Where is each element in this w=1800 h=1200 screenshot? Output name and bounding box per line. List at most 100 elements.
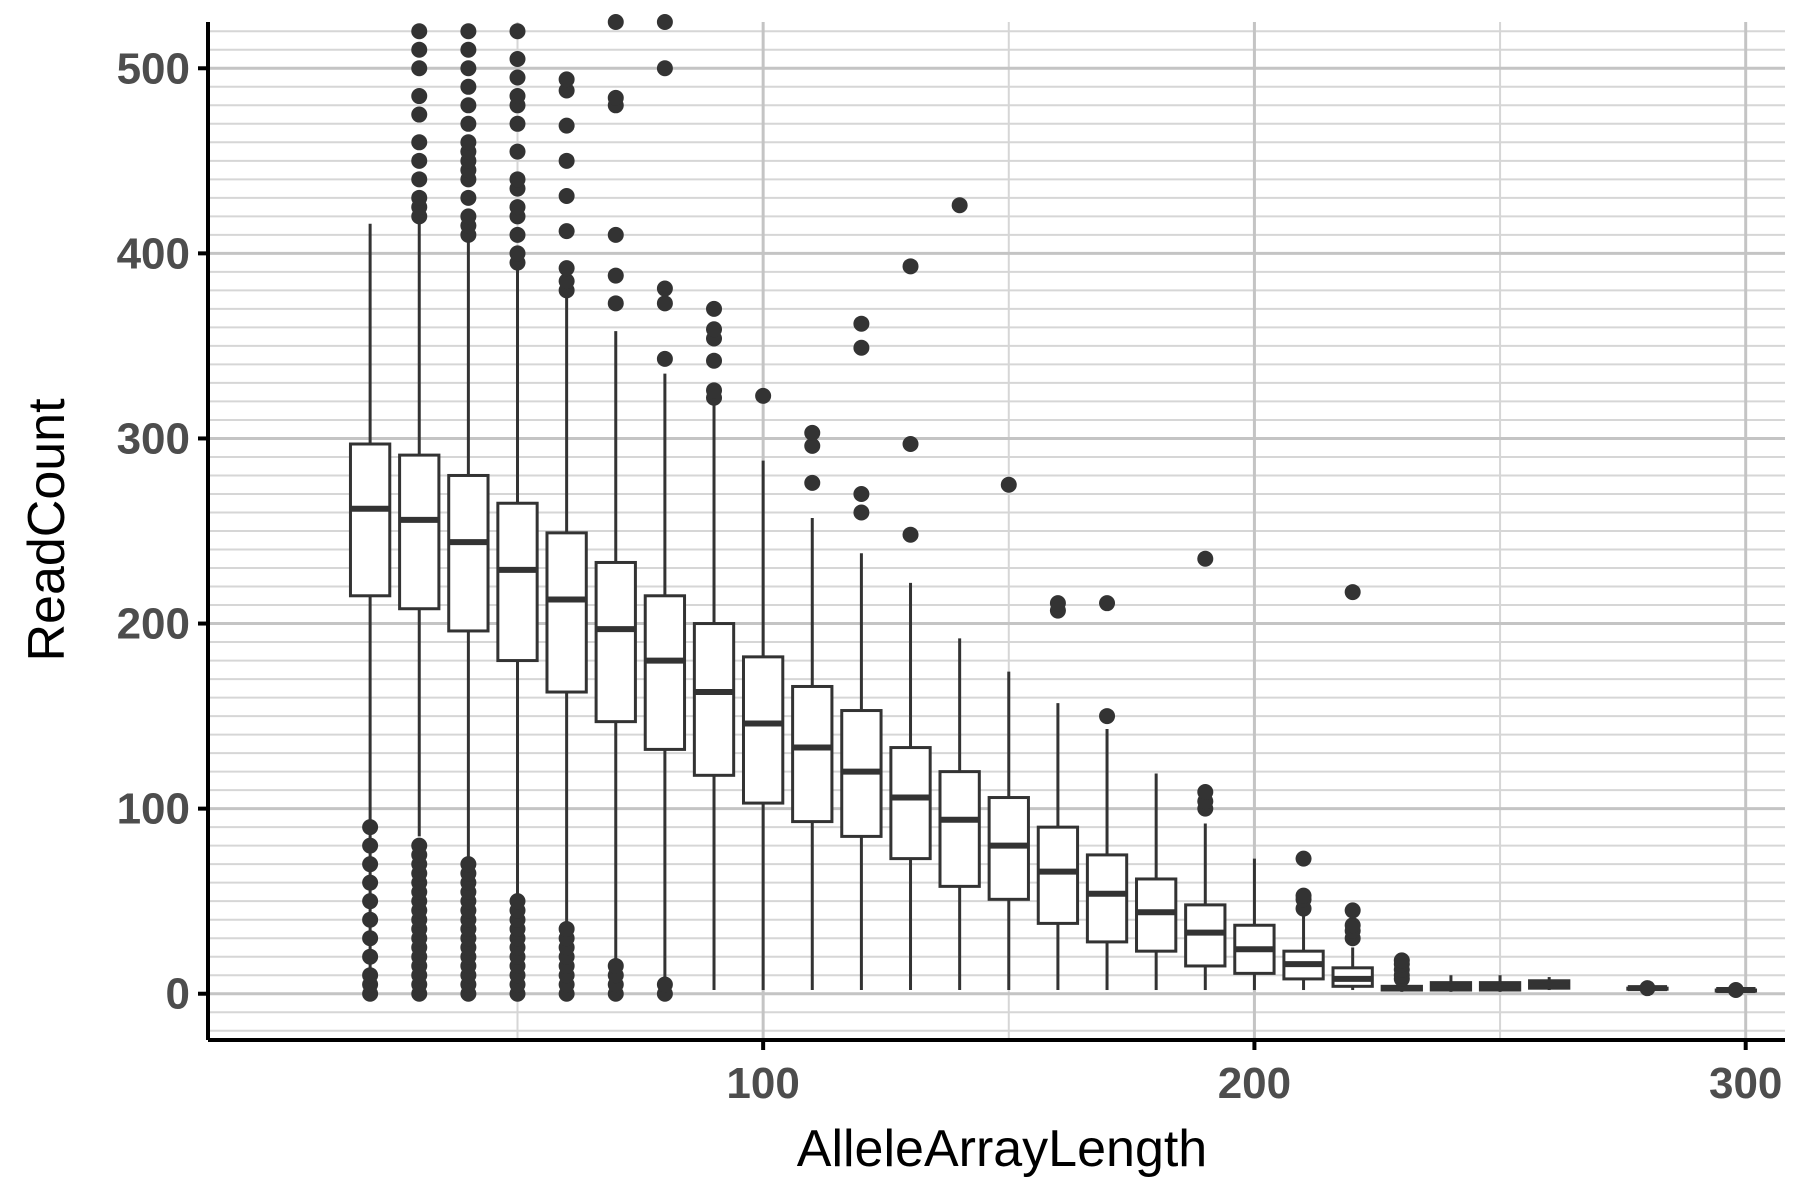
outlier-point [411, 189, 428, 206]
outlier-point [460, 97, 477, 114]
x-tick-labels: 100 200 300 [726, 1059, 1782, 1108]
box-iqr [594, 560, 637, 724]
outlier-point [362, 893, 379, 910]
outlier-point [656, 60, 673, 77]
outlier-point [755, 387, 772, 404]
box-group [1135, 773, 1178, 991]
outlier-point [411, 152, 428, 169]
box-group [692, 300, 736, 991]
box-group [1528, 977, 1571, 991]
box-iqr [398, 453, 441, 611]
box-iqr [889, 746, 932, 861]
outlier-point [853, 504, 870, 521]
box-group [1331, 584, 1374, 991]
outlier-point [804, 474, 821, 491]
outlier-point [362, 948, 379, 965]
outlier-point [1344, 902, 1361, 919]
box-group [840, 315, 883, 991]
outlier-point [558, 187, 575, 204]
outlier-point [411, 106, 428, 123]
outlier-point [411, 88, 428, 105]
box-iqr [1085, 853, 1129, 944]
y-tick-label: 100 [117, 785, 190, 834]
box-iqr [791, 684, 834, 824]
outlier-point [509, 226, 526, 243]
box-group [889, 258, 932, 991]
y-tick-label: 0 [166, 970, 190, 1019]
outlier-point [656, 280, 673, 297]
outlier-point [460, 60, 477, 77]
box-group [594, 14, 637, 1002]
box-group [1036, 595, 1080, 991]
box-group [741, 387, 785, 991]
outlier-point [706, 352, 723, 369]
outlier-point [1197, 550, 1214, 567]
outlier-point [607, 14, 624, 30]
outlier-point [362, 856, 379, 873]
box-iqr [692, 622, 736, 777]
outlier-point [460, 208, 477, 225]
outlier-point [902, 258, 919, 275]
y-tick-label: 300 [117, 414, 190, 463]
box-group [1429, 975, 1473, 992]
y-axis-title: ReadCount [18, 398, 76, 662]
box-group [1282, 850, 1325, 991]
x-tick-label: 100 [726, 1059, 799, 1108]
outlier-point [362, 837, 379, 854]
box-iqr [938, 770, 981, 888]
outlier-point [607, 957, 624, 974]
outlier-point [460, 23, 477, 40]
box-iqr [348, 442, 392, 598]
outlier-point [558, 260, 575, 277]
outlier-point [460, 856, 477, 873]
box-group [1380, 952, 1423, 992]
box-group [545, 71, 588, 1002]
box-group [1714, 982, 1758, 999]
outlier-point [804, 437, 821, 454]
box-group [348, 223, 392, 1002]
outlier-point [951, 197, 968, 214]
axes [198, 22, 1785, 1050]
outlier-point [460, 189, 477, 206]
box-group [1085, 595, 1129, 991]
outlier-point [558, 920, 575, 937]
outlier-point [607, 267, 624, 284]
outlier-point [362, 967, 379, 984]
y-tick-label: 400 [117, 229, 190, 278]
outlier-point [509, 88, 526, 105]
outlier-point [509, 51, 526, 68]
outlier-point [1049, 595, 1066, 612]
outlier-point [509, 69, 526, 86]
outlier-point [1099, 595, 1116, 612]
outlier-point [509, 199, 526, 216]
outlier-point [853, 485, 870, 502]
outlier-point [1099, 708, 1116, 725]
outlier-point [460, 134, 477, 151]
box-iqr [447, 473, 490, 633]
outlier-point [902, 436, 919, 453]
y-tick-label: 500 [117, 44, 190, 93]
box-group [1233, 858, 1276, 991]
outlier-point [1639, 980, 1656, 997]
outlier-point [558, 71, 575, 88]
outlier-point [362, 874, 379, 891]
outlier-point [656, 976, 673, 993]
outlier-point [1344, 584, 1361, 601]
box-iqr [643, 594, 687, 751]
box-group [398, 23, 441, 1002]
box-group [1184, 550, 1227, 991]
outlier-point [411, 23, 428, 40]
outlier-point [607, 295, 624, 312]
outlier-point [509, 23, 526, 40]
outlier-point [509, 143, 526, 160]
outlier-point [1393, 952, 1410, 969]
outlier-point [460, 78, 477, 95]
outlier-point [509, 245, 526, 262]
outlier-point [607, 226, 624, 243]
box-group [496, 23, 539, 1002]
box-iqr [1036, 825, 1080, 925]
box-group [987, 476, 1030, 991]
box-group [938, 197, 981, 991]
box-group [643, 14, 687, 1002]
